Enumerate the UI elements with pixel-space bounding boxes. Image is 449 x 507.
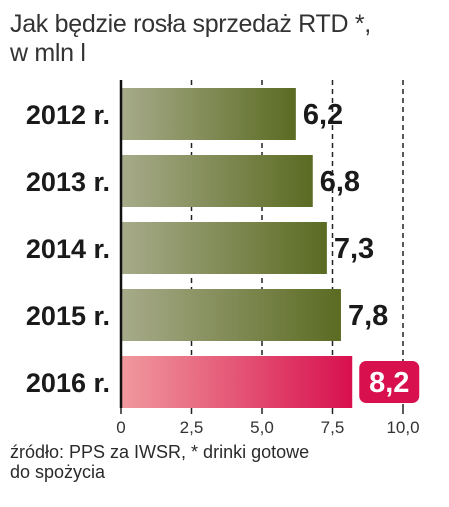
x-tick-label: 10,0 — [386, 418, 419, 437]
value-label: 7,8 — [348, 300, 388, 332]
chart-title-line-2: w mln l — [10, 39, 86, 67]
category-labels: 2012 r. 2013 r. 2014 r. 2015 r. 2016 r. — [26, 100, 110, 398]
x-tick-label: 0 — [116, 418, 125, 437]
bar — [121, 289, 341, 341]
bar-chart: 2012 r.2013 r.2014 r.2015 r.2016 r. 6,26… — [26, 80, 420, 437]
bar — [121, 356, 353, 408]
value-label: 8,2 — [369, 367, 409, 399]
value-label: 7,3 — [334, 233, 374, 265]
category-label: 2013 r. — [26, 167, 110, 197]
chart-title-line-1: Jak będzie rosła sprzedaż RTD *, — [10, 10, 371, 38]
category-label: 2015 r. — [26, 301, 110, 331]
category-label: 2016 r. — [26, 368, 110, 398]
bars — [121, 88, 353, 408]
value-labels: 6,2 6,8 7,3 7,8 8,2 — [303, 99, 420, 403]
chart-title: Jak będzie rosła sprzedaż RTD *, w mln l — [10, 10, 440, 68]
bar — [121, 88, 296, 140]
source-line-2: do spożycia — [10, 462, 106, 482]
x-tick-label: 5,0 — [250, 418, 274, 437]
bar — [121, 155, 313, 207]
x-tick-label: 7,5 — [321, 418, 345, 437]
x-tick-labels: 0 2,5 5,0 7,5 10,0 — [116, 408, 420, 437]
source-line-1: źródło: PPS za IWSR, * drinki gotowe — [10, 442, 310, 462]
category-label: 2014 r. — [26, 234, 110, 264]
value-label: 6,8 — [320, 166, 360, 198]
x-tick-label: 2,5 — [180, 418, 204, 437]
bar — [121, 222, 327, 274]
value-label: 6,2 — [303, 99, 343, 131]
highlight-value-badge — [359, 361, 420, 403]
category-label: 2012 r. — [26, 100, 110, 130]
source-note: źródło: PPS za IWSR, * drinki gotowe do … — [10, 442, 430, 482]
